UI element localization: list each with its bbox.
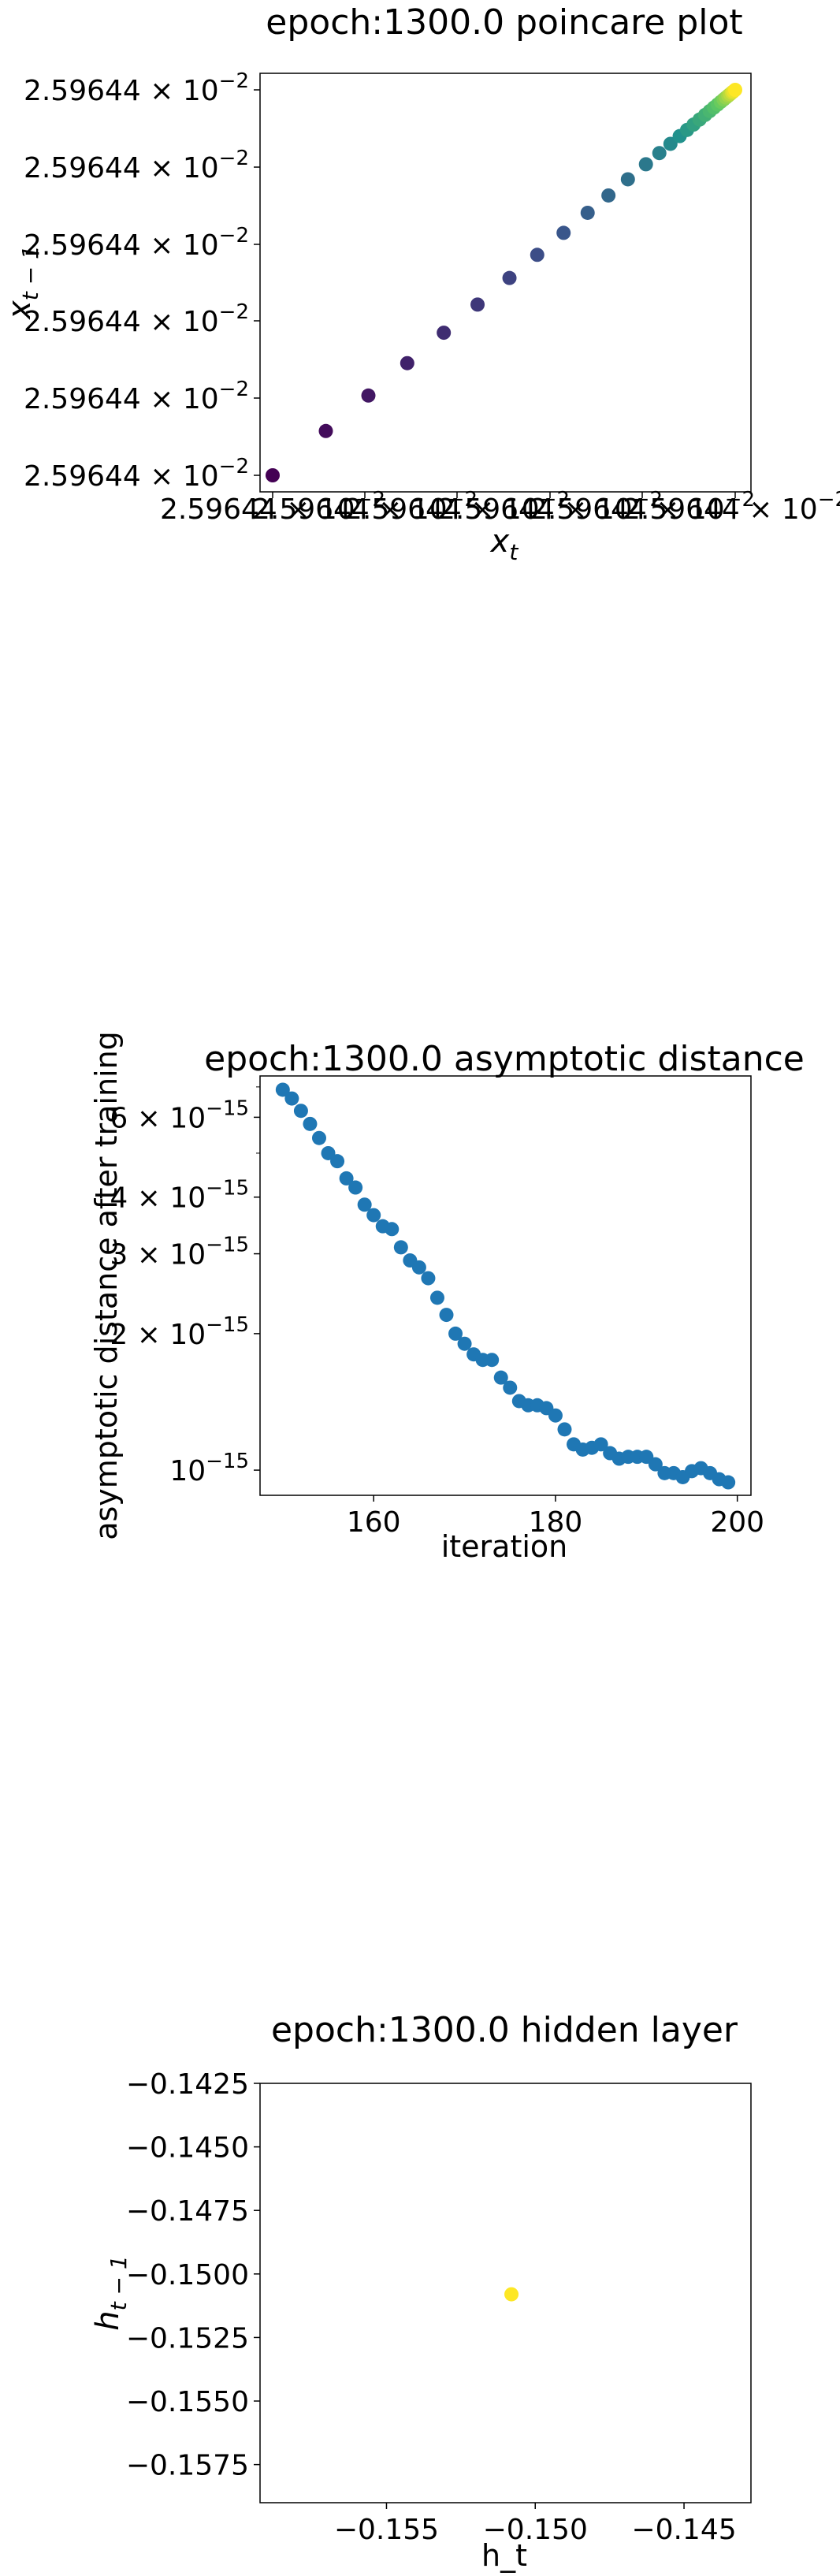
poincare-point	[361, 388, 376, 403]
asymptotic-title: epoch:1300.0 asymptotic distance	[204, 1039, 805, 1079]
asymptotic-chart: epoch:1300.0 asymptotic distance 160 180 2…	[89, 1031, 805, 1564]
hidden-layer-plot-area	[259, 2083, 752, 2503]
asymptotic-point	[339, 1171, 354, 1186]
poincare-x-tick-label: 2.59644 × 10−2	[160, 488, 385, 526]
asymptotic-point	[366, 1208, 381, 1223]
poincare-point	[620, 172, 635, 187]
hidden-layer-y-tick-label: −0.1450	[126, 2132, 249, 2165]
poincare-x-tick-label: 2.59644 × 10−2	[437, 488, 663, 526]
asymptotic-point	[275, 1082, 290, 1097]
asymptotic-point	[457, 1336, 472, 1351]
asymptotic-point	[448, 1326, 463, 1341]
asymptotic-point	[293, 1104, 308, 1119]
poincare-x-tick-label: 2.59644 × 10−2	[344, 488, 570, 526]
poincare-x-tick-label: 2.59644 × 10−2	[252, 488, 478, 526]
poincare-x-tick-label: 2.59644 × 10−2	[623, 488, 840, 526]
poincare-x-tick-label: 2.59644 × 10−2	[530, 488, 755, 526]
asymptotic-x-tick-label: 180	[529, 1506, 583, 1539]
hidden-layer-y-tick-label: −0.1475	[126, 2195, 249, 2228]
poincare-point	[530, 248, 545, 262]
poincare-y-tick-label: 2.59644 × 10−2	[24, 378, 249, 415]
poincare-point	[638, 157, 653, 172]
asymptotic-x-tick-label: 160	[347, 1506, 401, 1539]
poincare-point	[502, 270, 517, 285]
hidden-layer-x-tick-label: −0.155	[334, 2514, 439, 2546]
hidden-layer-y-tick-label: −0.1525	[126, 2322, 249, 2355]
asymptotic-point	[385, 1222, 400, 1237]
asymptotic-y-tick-label: 10−15	[169, 1450, 249, 1487]
asymptotic-point	[411, 1260, 426, 1275]
asymptotic-point	[330, 1154, 345, 1169]
hidden-layer-y-tick-label: −0.1425	[126, 2068, 249, 2101]
asymptotic-point	[421, 1271, 436, 1286]
asymptotic-point	[393, 1240, 408, 1255]
asymptotic-y-label: asymptotic distance after training	[89, 1031, 124, 1540]
hidden-layer-x-tick-label: −0.150	[483, 2514, 588, 2546]
asymptotic-point	[548, 1408, 563, 1423]
hidden-layer-x-tick-label: −0.145	[631, 2514, 736, 2546]
asymptotic-y-tick-label: 2 × 10−15	[110, 1313, 249, 1351]
hidden-layer-y-tick-label: −0.1500	[126, 2259, 249, 2291]
poincare-point	[266, 468, 280, 482]
asymptotic-point	[493, 1370, 508, 1385]
poincare-title: epoch:1300.0 poincare plot	[266, 2, 742, 43]
asymptotic-point	[439, 1308, 454, 1323]
asymptotic-point	[648, 1457, 663, 1472]
poincare-chart: epoch:1300.0 poincare plot 2.59644 × 10−…	[2, 2, 840, 565]
poincare-x-label: xt	[489, 523, 519, 565]
poincare-point	[556, 225, 571, 240]
asymptotic-x-tick-label: 200	[710, 1506, 764, 1539]
asymptotic-point	[348, 1180, 363, 1195]
asymptotic-point	[721, 1475, 736, 1490]
poincare-point	[400, 356, 414, 370]
asymptotic-point	[311, 1130, 326, 1145]
asymptotic-point	[557, 1422, 572, 1437]
poincare-point	[652, 146, 667, 161]
asymptotic-point	[284, 1091, 299, 1106]
hidden-layer-point	[504, 2287, 519, 2302]
poincare-y-tick-label: 2.59644 × 10−2	[24, 69, 249, 107]
asymptotic-point	[429, 1290, 444, 1305]
poincare-y-tick-label: 2.59644 × 10−2	[24, 224, 249, 262]
asymptotic-y-tick-label: 4 × 10−15	[110, 1177, 249, 1215]
poincare-point	[728, 83, 742, 97]
poincare-y-label: xt − 1	[2, 245, 43, 321]
poincare-point	[437, 326, 452, 341]
poincare-point	[601, 188, 616, 203]
asymptotic-point	[357, 1197, 372, 1212]
hidden-layer-title: epoch:1300.0 hidden layer	[271, 2010, 738, 2050]
hidden-layer-chart: epoch:1300.0 hidden layer −0.155 −0.150 −0…	[90, 2010, 752, 2573]
asymptotic-point	[303, 1116, 318, 1131]
asymptotic-point	[485, 1353, 500, 1368]
asymptotic-point	[321, 1145, 336, 1160]
poincare-y-tick-label: 2.59644 × 10−2	[24, 455, 249, 493]
asymptotic-point	[503, 1380, 518, 1395]
asymptotic-y-tick-label: 6 × 10−15	[110, 1096, 249, 1134]
poincare-y-tick-label: 2.59644 × 10−2	[24, 300, 249, 338]
poincare-point	[470, 297, 485, 312]
asymptotic-plot-area	[259, 1075, 752, 1496]
poincare-y-tick-label: 2.59644 × 10−2	[24, 147, 249, 184]
asymptotic-point	[593, 1437, 608, 1452]
hidden-layer-x-label: h_t	[481, 2538, 527, 2573]
hidden-layer-y-label: ht − 1	[90, 2255, 132, 2330]
asymptotic-y-tick-label: 3 × 10−15	[110, 1234, 249, 1271]
poincare-plot-area	[259, 73, 752, 493]
hidden-layer-y-tick-label: −0.1575	[126, 2450, 249, 2482]
asymptotic-x-label: iteration	[441, 1529, 568, 1564]
poincare-point	[580, 205, 595, 220]
hidden-layer-y-tick-label: −0.1550	[126, 2386, 249, 2418]
poincare-point	[318, 423, 333, 438]
